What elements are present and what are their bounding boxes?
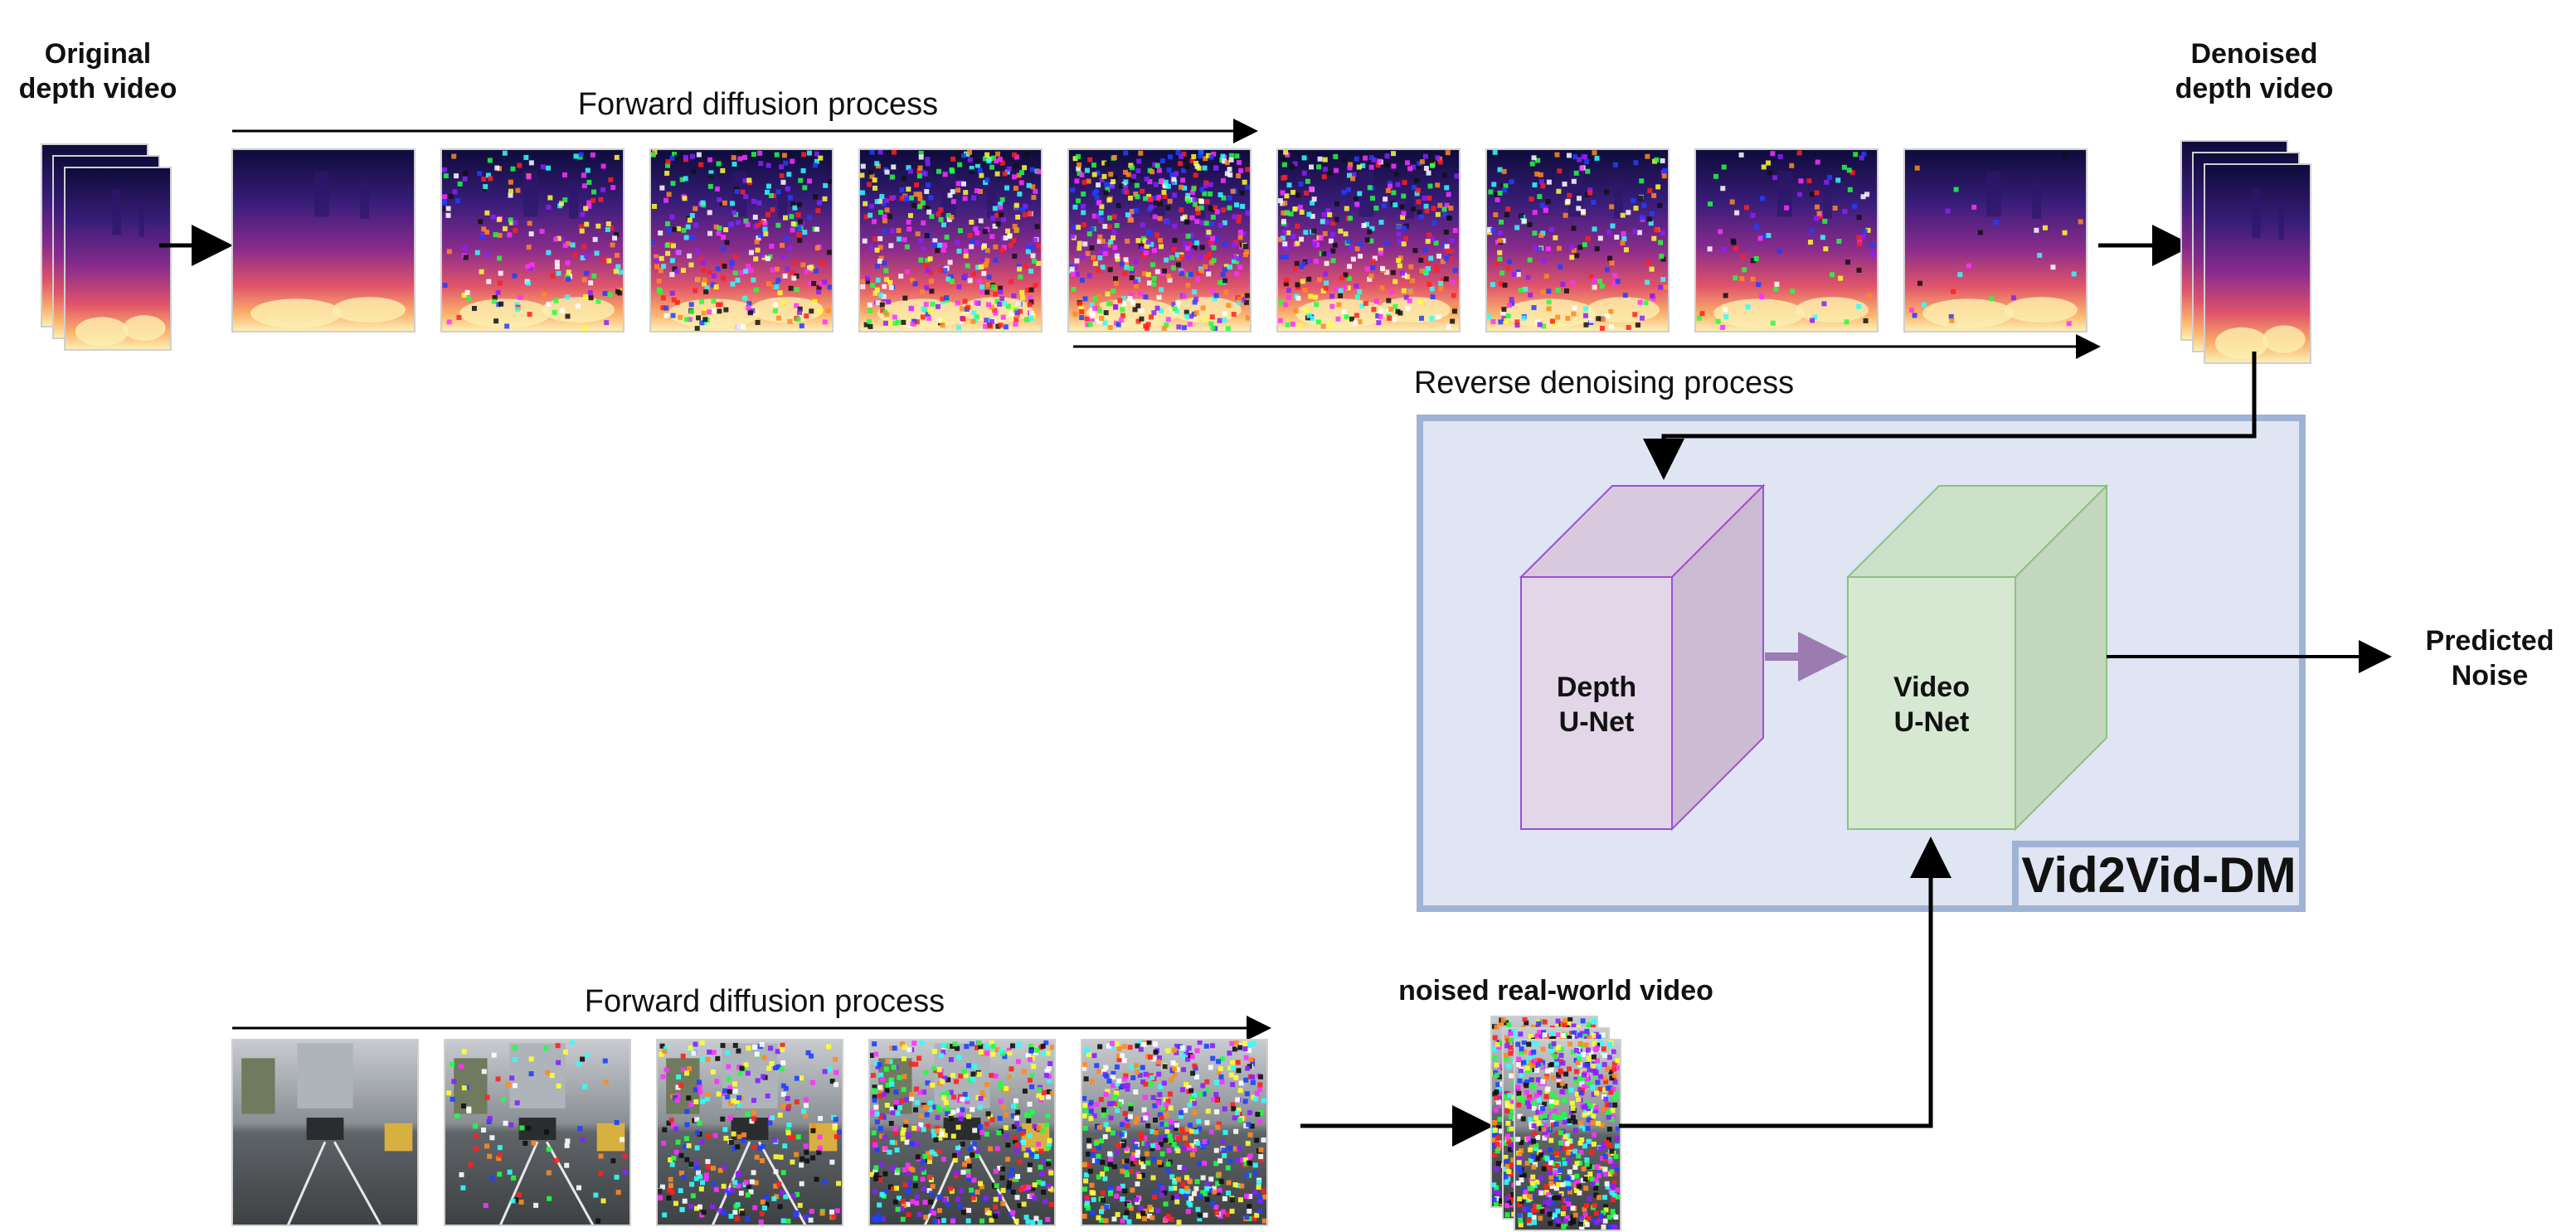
depth-unet-block: Depth U-Net (1519, 483, 1766, 832)
vid2vid-dm-title: Vid2Vid-DM (2021, 847, 2296, 903)
video-unet-label-1: Video (1893, 672, 1970, 703)
video-unet-label-2: U-Net (1894, 706, 1970, 738)
depth-frame-7 (1485, 148, 1670, 332)
vid2vid-dm-title-box (2012, 841, 2306, 912)
real-frame-3 (656, 1039, 843, 1226)
depth-frames-row (231, 148, 2088, 332)
depth-unet-label-2: U-Net (1559, 706, 1635, 738)
real-world-frames-row (231, 1039, 1268, 1226)
depth-frame-6 (1276, 148, 1461, 332)
original-depth-video-stack (41, 143, 172, 351)
video-unet-block: Video U-Net (1845, 483, 2109, 832)
predicted-noise-label-1: Predicted (2426, 625, 2554, 657)
predicted-noise-label-2: Noise (2452, 660, 2529, 691)
original-depth-video-label-2: depth video (19, 73, 177, 104)
depth-frame-1 (231, 148, 416, 332)
real-frame-1 (231, 1039, 419, 1226)
noised-real-world-video-label: noised real-world video (1398, 975, 1713, 1006)
denoised-depth-video-label-1: Denoised (2190, 38, 2317, 70)
reverse-denoising-label: Reverse denoising process (1414, 366, 1794, 400)
denoised-frame-3 (2204, 163, 2311, 364)
depth-frame-4 (858, 148, 1043, 332)
depth-frame-3 (649, 148, 834, 332)
noised-real-world-video-stack (1490, 1016, 1621, 1231)
denoised-to-depth-unet-arrow (1643, 352, 2257, 480)
forward-diffusion-label-bottom: Forward diffusion process (585, 984, 945, 1019)
real-frame-2 (444, 1039, 631, 1226)
forward-diffusion-label-top: Forward diffusion process (578, 87, 938, 122)
real-frame-5 (1081, 1039, 1268, 1226)
depth-frame-8 (1694, 148, 1879, 332)
noised-to-video-unet-arrow (1619, 837, 1951, 1128)
original-frame-3 (64, 167, 172, 351)
original-depth-video-label-1: Original (45, 38, 151, 70)
depth-frame-9 (1903, 148, 2088, 332)
real-frame-4 (868, 1039, 1056, 1226)
depth-unet-label-1: Depth (1557, 672, 1636, 703)
denoised-depth-video-stack (2180, 140, 2311, 364)
depth-frame-5 (1067, 148, 1252, 332)
depth-frame-2 (440, 148, 625, 332)
denoised-depth-video-label-2: depth video (2175, 73, 2334, 104)
noised-frame-3 (1514, 1039, 1621, 1231)
